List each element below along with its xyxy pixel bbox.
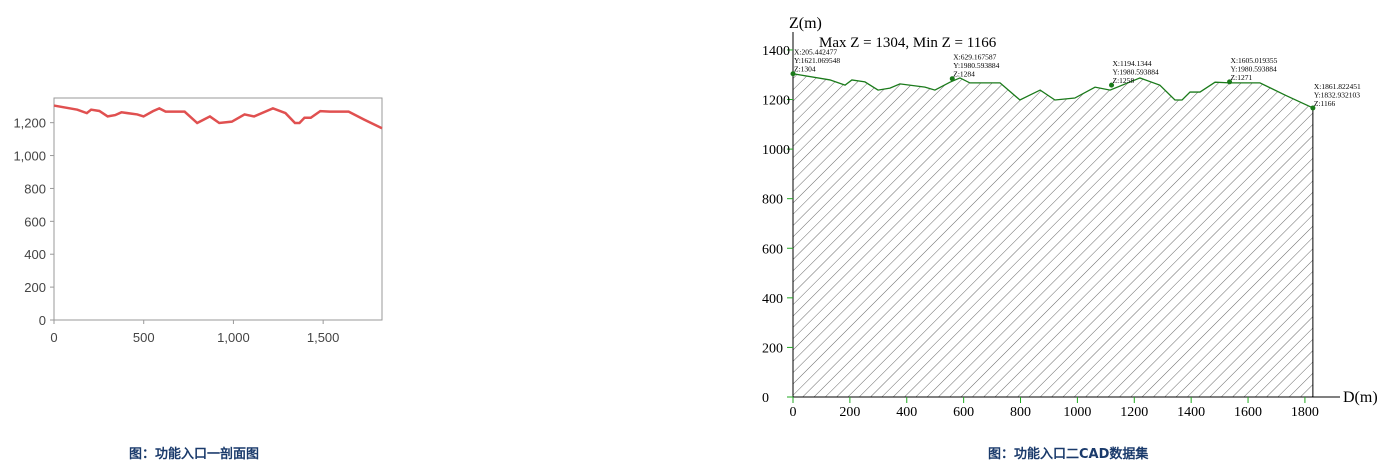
annotation-label: X:1605.019355 bbox=[1231, 56, 1278, 65]
annotation-label: X:1861.822451 bbox=[1314, 82, 1361, 91]
annotation-point bbox=[1310, 105, 1316, 111]
y-tick-label: 200 bbox=[762, 341, 783, 356]
y-axis-label: Z(m) bbox=[789, 15, 822, 32]
x-tick-label: 200 bbox=[839, 405, 860, 420]
profile-area bbox=[793, 73, 1313, 397]
x-tick-label: 600 bbox=[953, 405, 974, 420]
x-tick-label: 1,000 bbox=[217, 330, 250, 345]
annotation-label: Y:1832.932103 bbox=[1314, 90, 1360, 99]
y-tick-label: 1,200 bbox=[13, 116, 46, 131]
annotation-label: Z:1166 bbox=[1314, 99, 1336, 108]
annotation-point bbox=[790, 71, 796, 77]
y-tick-label: 200 bbox=[24, 280, 46, 295]
x-axis-label: D(m) bbox=[1343, 389, 1378, 406]
y-tick-label: 800 bbox=[762, 193, 783, 208]
profile-line bbox=[792, 73, 1314, 109]
y-tick-label: 0 bbox=[762, 391, 769, 406]
annotation-label: Y:1980.593884 bbox=[953, 61, 999, 70]
annotation-label: Z:1304 bbox=[794, 65, 816, 74]
x-tick-label: 0 bbox=[790, 405, 797, 420]
annotation-point bbox=[1227, 79, 1233, 85]
x-tick-label: 500 bbox=[133, 330, 155, 345]
annotation-label: Z:1271 bbox=[1231, 73, 1253, 82]
annotation-label: X:629.167587 bbox=[953, 53, 996, 62]
y-tick-label: 400 bbox=[24, 247, 46, 262]
y-tick-label: 1400 bbox=[762, 44, 790, 59]
y-tick-label: 1,000 bbox=[13, 149, 46, 164]
annotation-label: Y:1980.593884 bbox=[1231, 64, 1277, 73]
x-tick-label: 1800 bbox=[1291, 405, 1319, 420]
chart-title: Max Z = 1304, Min Z = 1166 bbox=[819, 35, 997, 51]
y-tick-label: 600 bbox=[24, 214, 46, 229]
y-tick-label: 1000 bbox=[762, 143, 790, 158]
x-tick-label: 1400 bbox=[1177, 405, 1205, 420]
annotation-label: Y:1980.593884 bbox=[1113, 68, 1159, 77]
x-tick-label: 800 bbox=[1010, 405, 1031, 420]
y-tick-label: 400 bbox=[762, 292, 783, 307]
annotation-label: Z:1284 bbox=[953, 70, 975, 79]
x-tick-label: 0 bbox=[50, 330, 57, 345]
y-tick-label: 800 bbox=[24, 181, 46, 196]
x-tick-label: 400 bbox=[896, 405, 917, 420]
annotation-label: X:1194.1344 bbox=[1113, 59, 1152, 68]
annotation-label: Y:1621.069548 bbox=[794, 56, 840, 65]
profile-line bbox=[53, 104, 383, 130]
y-tick-label: 600 bbox=[762, 242, 783, 257]
x-tick-label: 1200 bbox=[1120, 405, 1148, 420]
plot-frame bbox=[53, 97, 383, 321]
annotation-label: Z:1258 bbox=[1113, 76, 1135, 85]
caption-cad: 图：功能入口二CAD数据集 bbox=[988, 447, 1149, 462]
caption-profile: 图：功能入口一剖面图 bbox=[129, 447, 260, 462]
x-tick-label: 1000 bbox=[1063, 405, 1091, 420]
y-tick-label: 0 bbox=[39, 313, 46, 328]
x-tick-label: 1600 bbox=[1234, 405, 1262, 420]
annotation-label: X:205.442477 bbox=[794, 48, 837, 57]
annotation-point bbox=[1109, 82, 1115, 88]
annotation-point bbox=[949, 76, 955, 82]
x-tick-label: 1,500 bbox=[307, 330, 340, 345]
y-tick-label: 1200 bbox=[762, 94, 790, 109]
